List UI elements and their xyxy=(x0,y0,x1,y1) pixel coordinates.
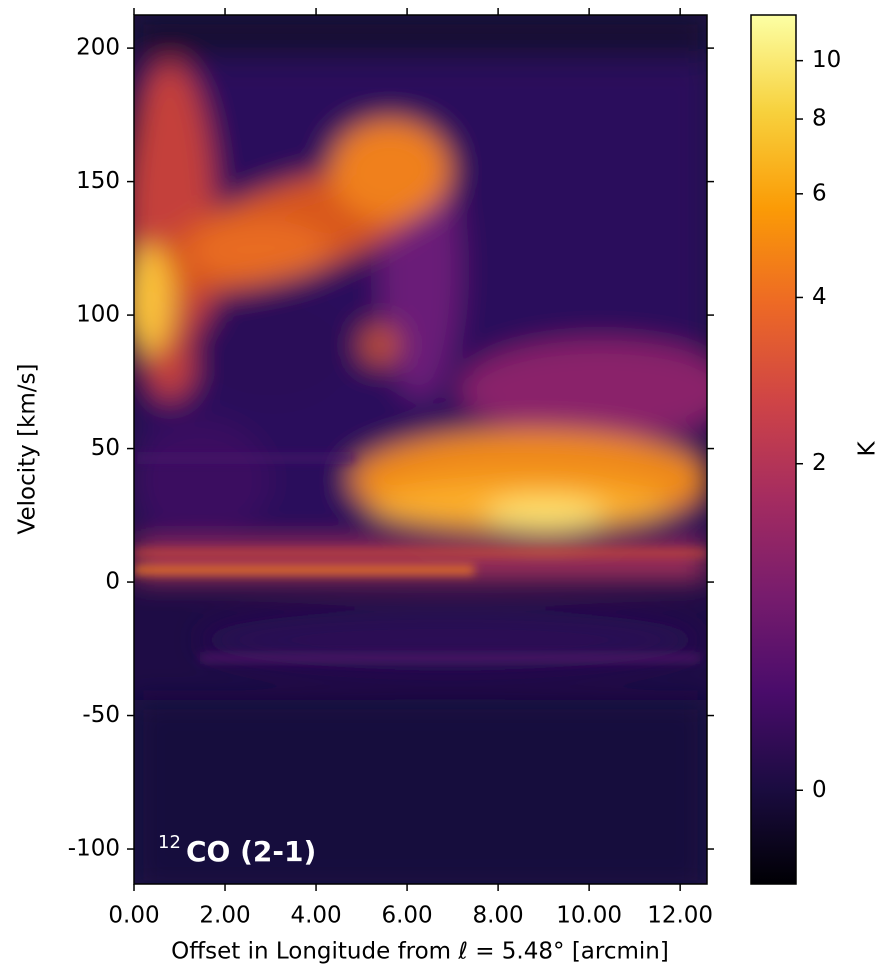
x-tick-label: 0.00 xyxy=(108,903,159,929)
colorbar-tick-label: 8 xyxy=(812,106,827,132)
x-tick-label: 8.00 xyxy=(472,903,523,929)
x-tick-label: 6.00 xyxy=(381,903,432,929)
x-axis-label: Offset in Longitude from ℓ = 5.48° [arcm… xyxy=(171,939,669,965)
x-tick-label: 12.00 xyxy=(647,903,713,929)
y-tick-label: 0 xyxy=(105,569,120,595)
colorbar-label: K xyxy=(855,441,881,457)
colorbar-tick-label: 0 xyxy=(812,777,827,803)
y-tick-label: 200 xyxy=(76,35,120,61)
y-tick-label: 100 xyxy=(76,302,120,328)
x-tick-label: 10.00 xyxy=(556,903,622,929)
colorbar-tick-label: 2 xyxy=(812,450,827,476)
colorbar xyxy=(750,14,797,885)
x-tick-label: 4.00 xyxy=(290,903,341,929)
colorbar-tick-label: 6 xyxy=(812,180,827,206)
plot-frame xyxy=(133,14,708,885)
annotation: 12 CO (2-1) xyxy=(158,832,316,868)
y-axis-label: Velocity [km/s] xyxy=(15,364,41,535)
y-tick-label: -50 xyxy=(82,702,120,728)
annotation-text: CO (2-1) xyxy=(186,835,316,868)
annotation-sup: 12 xyxy=(158,832,181,853)
y-tick-label: 50 xyxy=(91,435,120,461)
heatmap-image xyxy=(134,15,707,884)
colorbar-tick-label: 4 xyxy=(812,284,827,310)
y-tick-label: -100 xyxy=(68,836,120,862)
colorbar-tick-label: 10 xyxy=(812,47,841,73)
y-tick-label: 150 xyxy=(76,168,120,194)
x-tick-label: 2.00 xyxy=(199,903,250,929)
